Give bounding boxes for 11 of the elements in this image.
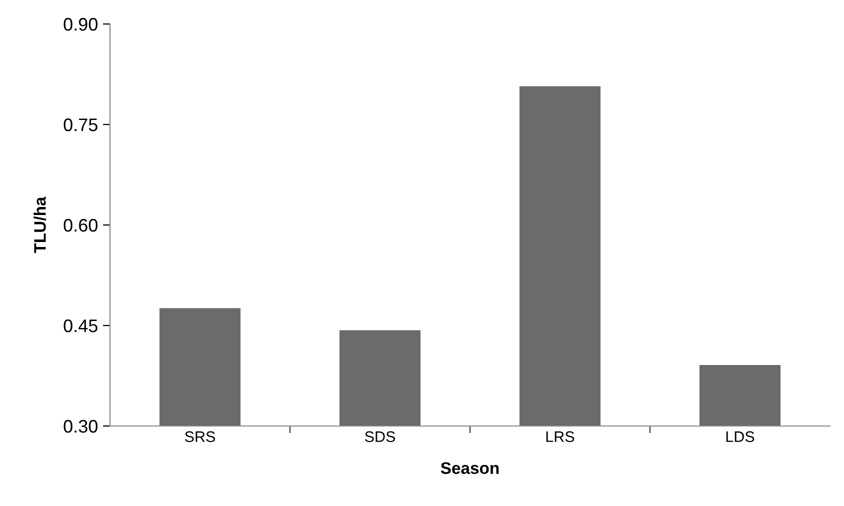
x-tick-label: LDS	[726, 431, 754, 442]
y-tick-label: 0.75	[64, 118, 98, 132]
y-tick-label: 0.60	[64, 218, 98, 232]
y-tick-label: 0.30	[64, 420, 98, 433]
x-axis-title: Season	[440, 462, 499, 474]
x-tick-label: SRS	[184, 431, 216, 442]
y-tick-label: 0.45	[64, 319, 98, 332]
x-tick-label: SDS	[364, 431, 396, 442]
y-axis-title: TLU/ha	[34, 196, 46, 254]
x-tick-label: LRS	[546, 431, 574, 442]
y-tick-label: 0.90	[64, 18, 98, 31]
